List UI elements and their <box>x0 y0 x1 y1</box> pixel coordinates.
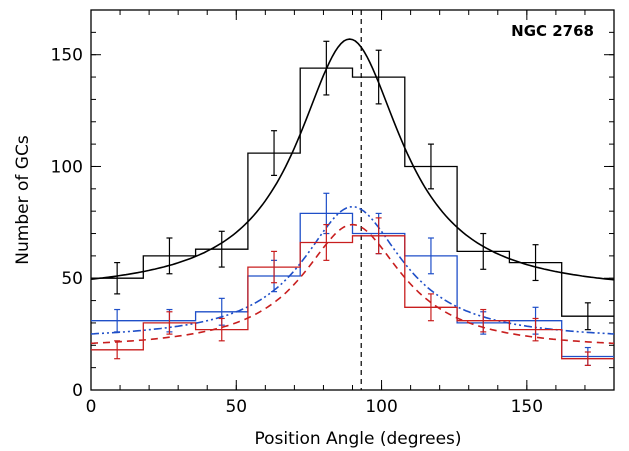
plot-label: NGC 2768 <box>511 22 594 40</box>
x-axis-title: Position Angle (degrees) <box>254 429 461 449</box>
histogram-red <box>91 235 614 360</box>
fit-curve-red <box>90 223 615 345</box>
plot-area: 0 50 100 150 0 50 100 150 <box>51 9 615 417</box>
y-tick-label: 0 <box>72 381 83 401</box>
y-tick-label: 50 <box>61 269 83 289</box>
x-tick-label: 50 <box>225 397 247 417</box>
y-tick-label: 150 <box>51 46 83 66</box>
fit-curve-black <box>90 38 615 281</box>
fit-curve-blue <box>90 205 615 335</box>
y-axis-title: Number of GCs <box>13 135 33 265</box>
x-tick-label: 0 <box>86 397 97 417</box>
x-tick-label: 150 <box>511 397 543 417</box>
histogram-black <box>91 67 614 317</box>
y-tick-label: 100 <box>51 157 83 177</box>
x-tick-label: 100 <box>365 397 397 417</box>
